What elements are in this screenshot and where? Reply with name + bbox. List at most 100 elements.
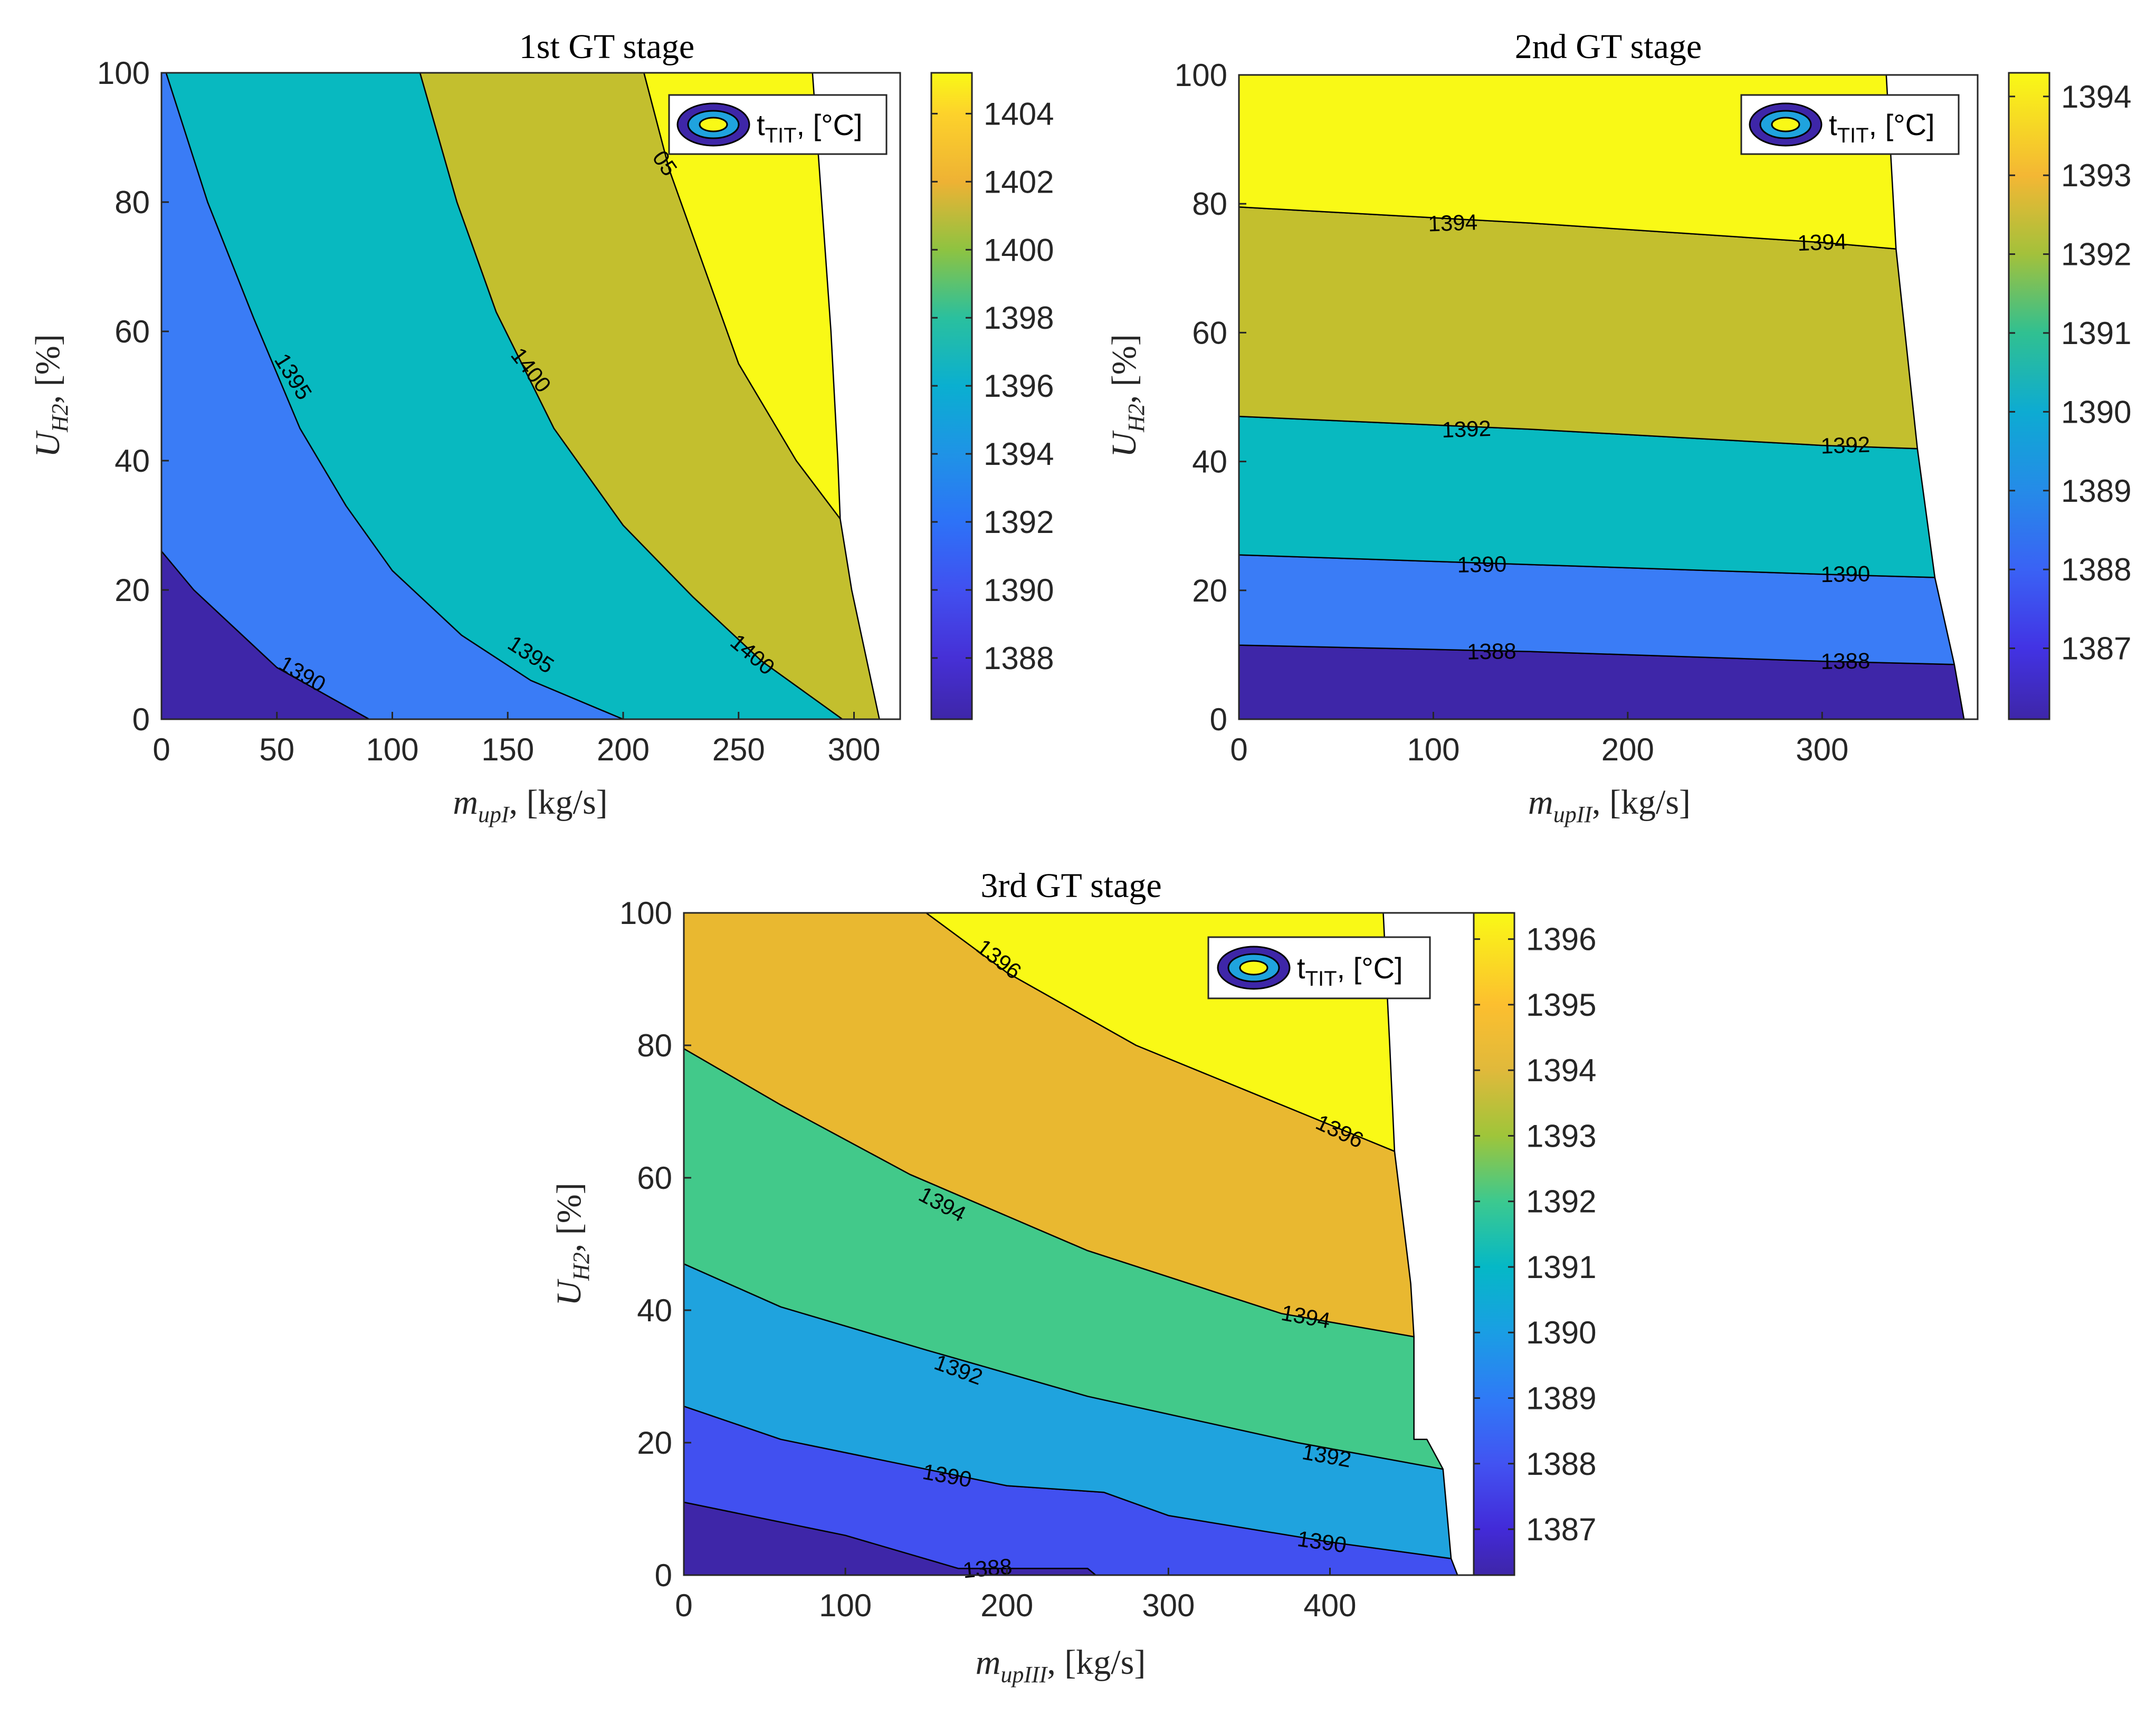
y-tick-label: 20 [637, 1425, 672, 1461]
colorbar-tick-label: 1388 [984, 641, 1054, 676]
x-tick-label: 0 [1230, 732, 1247, 767]
x-tick-label: 250 [712, 732, 765, 767]
colorbar-tick-label: 1392 [984, 504, 1054, 540]
y-tick-label: 40 [1192, 444, 1227, 480]
y-axis-label: UH2, [%] [550, 1183, 594, 1305]
y-axis-symbol: U [550, 1279, 588, 1306]
colorbar-tick-label: 1398 [984, 300, 1054, 336]
colorbar-tick-label: 1396 [1526, 922, 1596, 957]
colorbar-tick-label: 1400 [984, 232, 1054, 268]
colorbar-tick-label: 1388 [2061, 552, 2131, 587]
colorbar-tick-label: 1394 [1526, 1053, 1596, 1088]
y-axis-symbol: U [28, 430, 67, 457]
colorbar-tick-label: 1394 [2061, 79, 2131, 115]
contour-label: 1394 [1797, 229, 1847, 255]
legend-label: tTIT, [°C] [757, 108, 863, 147]
y-tick-label: 0 [655, 1558, 672, 1593]
x-axis-unit: , [kg/s] [1592, 783, 1691, 822]
y-axis-label: UH2, [%] [28, 334, 73, 457]
x-axis-label: mupI, [kg/s] [453, 783, 607, 827]
x-tick-label: 100 [1407, 732, 1459, 767]
axes-frame [1238, 74, 1979, 720]
chart-title: 2nd GT stage [1515, 27, 1702, 66]
colorbar-tick-label: 1389 [2061, 473, 2131, 509]
legend: tTIT, [°C] [668, 94, 888, 155]
colorbar: 1387 1388 1389 1390 1391 1392 1393 1394 1395 1396 [1473, 912, 1596, 1576]
y-tick-label: 60 [115, 314, 150, 349]
x-tick-label: 200 [597, 732, 650, 767]
contour-label: 1392 [1820, 432, 1871, 458]
y-tick-label: 100 [97, 55, 150, 91]
colorbar-tick-label: 1388 [1526, 1446, 1596, 1482]
colorbar-tick-label: 1387 [1526, 1512, 1596, 1547]
x-tick-label: 200 [1601, 732, 1654, 767]
x-tick-label: 300 [1796, 732, 1848, 767]
contour-legend-icon [1217, 946, 1291, 990]
x-tick-label: 50 [259, 732, 294, 767]
plot-area: 1388 1388 1390 1390 1392 1392 1394 1394 [1238, 74, 1965, 720]
x-tick-label: 300 [827, 732, 880, 767]
x-axis-label: mupIII, [kg/s] [976, 1643, 1146, 1688]
colorbar-tick-label: 1391 [1526, 1250, 1596, 1285]
colorbar-tick-label: 1389 [1526, 1381, 1596, 1416]
x-axis-subscript: upII [1553, 802, 1594, 827]
contour-label: 1388 [1820, 648, 1870, 674]
contour-label: 1390 [1457, 551, 1506, 577]
y-axis-unit: , [%] [1105, 334, 1143, 404]
contour-label: 1394 [1428, 209, 1478, 236]
chart-title: 3rd GT stage [980, 866, 1161, 905]
colorbar: 1388 1390 1392 1394 1396 1398 1400 1402 1404 [930, 72, 1054, 720]
colorbar-tick-label: 1391 [2061, 316, 2131, 351]
axes-frame [160, 72, 901, 720]
chart-title: 1st GT stage [519, 27, 694, 66]
y-tick-label: 0 [1210, 702, 1227, 737]
y-tick-label: 100 [619, 895, 672, 931]
contour-legend-icon [1749, 102, 1823, 147]
y-tick-label: 100 [1175, 58, 1227, 93]
y-axis-ticks: 0 20 40 60 80 100 [619, 895, 691, 1593]
x-tick-label: 200 [980, 1588, 1033, 1623]
x-tick-label: 300 [1142, 1588, 1195, 1623]
panel-3rd-gt-stage: 3rd GT stage 138813901390139213921394139… [550, 866, 1596, 1688]
x-axis-symbol: m [976, 1643, 1001, 1682]
x-axis-symbol: m [453, 783, 478, 822]
x-axis-symbol: m [1528, 783, 1553, 822]
y-axis-subscript: H2 [568, 1252, 594, 1281]
colorbar-tick-label: 1390 [1526, 1315, 1596, 1350]
y-axis-subscript: H2 [1123, 404, 1149, 433]
x-axis-unit: , [kg/s] [509, 783, 608, 822]
colorbar-gradient [930, 72, 973, 720]
x-tick-label: 0 [675, 1588, 692, 1623]
y-axis-ticks: 0 20 40 60 80 100 [1175, 58, 1246, 737]
colorbar-gradient [1473, 912, 1515, 1576]
y-axis-ticks: 0 20 40 60 80 100 [97, 55, 169, 737]
contour-label: 1388 [962, 1553, 1013, 1582]
x-axis-unit: , [kg/s] [1047, 1643, 1146, 1682]
y-tick-label: 40 [637, 1293, 672, 1328]
legend: tTIT, [°C] [1740, 94, 1960, 155]
colorbar-tick-label: 1387 [2061, 631, 2131, 666]
x-axis-subscript: upI [478, 802, 510, 827]
x-tick-label: 0 [152, 732, 170, 767]
x-tick-label: 150 [481, 732, 534, 767]
x-axis-label: mupII, [kg/s] [1528, 783, 1691, 827]
colorbar-tick-label: 1390 [2061, 394, 2131, 430]
y-axis-unit: , [%] [550, 1183, 588, 1252]
x-axis-ticks: 0 50 100 150 200 250 300 [152, 712, 881, 767]
colorbar: 1387 1388 1389 1390 1391 1392 1393 1394 [2008, 72, 2131, 720]
y-axis-label: UH2, [%] [1105, 334, 1149, 457]
x-tick-label: 100 [366, 732, 418, 767]
colorbar-ticks: 1387 1388 1389 1390 1391 1392 1393 1394 [2009, 79, 2131, 666]
colorbar-tick-label: 1394 [984, 436, 1054, 472]
colorbar-tick-label: 1392 [1526, 1184, 1596, 1219]
legend-label: tTIT, [°C] [1829, 108, 1935, 147]
y-axis-subscript: H2 [47, 404, 73, 433]
x-tick-label: 400 [1303, 1588, 1356, 1623]
contour-label: 1390 [1820, 561, 1870, 587]
y-tick-label: 60 [637, 1160, 672, 1196]
x-axis-ticks: 0 100 200 300 [1230, 712, 1848, 767]
y-tick-label: 80 [637, 1028, 672, 1063]
